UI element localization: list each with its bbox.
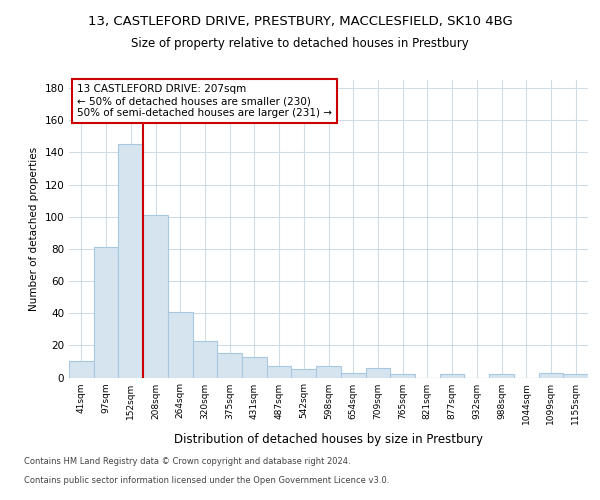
Bar xyxy=(390,374,415,378)
Bar xyxy=(316,366,341,378)
Bar xyxy=(168,312,193,378)
Bar xyxy=(94,247,118,378)
Bar xyxy=(563,374,588,378)
Text: 13 CASTLEFORD DRIVE: 207sqm
← 50% of detached houses are smaller (230)
50% of se: 13 CASTLEFORD DRIVE: 207sqm ← 50% of det… xyxy=(77,84,332,117)
Bar xyxy=(69,362,94,378)
Text: Contains HM Land Registry data © Crown copyright and database right 2024.: Contains HM Land Registry data © Crown c… xyxy=(24,458,350,466)
Bar xyxy=(267,366,292,378)
Bar xyxy=(341,372,365,378)
Bar xyxy=(242,356,267,378)
Text: Contains public sector information licensed under the Open Government Licence v3: Contains public sector information licen… xyxy=(24,476,389,485)
Bar xyxy=(193,340,217,378)
Text: 13, CASTLEFORD DRIVE, PRESTBURY, MACCLESFIELD, SK10 4BG: 13, CASTLEFORD DRIVE, PRESTBURY, MACCLES… xyxy=(88,15,512,28)
Bar xyxy=(217,354,242,378)
X-axis label: Distribution of detached houses by size in Prestbury: Distribution of detached houses by size … xyxy=(174,433,483,446)
Bar xyxy=(440,374,464,378)
Bar xyxy=(143,215,168,378)
Bar xyxy=(118,144,143,378)
Y-axis label: Number of detached properties: Number of detached properties xyxy=(29,146,39,311)
Bar xyxy=(539,372,563,378)
Text: Size of property relative to detached houses in Prestbury: Size of property relative to detached ho… xyxy=(131,38,469,51)
Bar xyxy=(365,368,390,378)
Bar xyxy=(489,374,514,378)
Bar xyxy=(292,370,316,378)
